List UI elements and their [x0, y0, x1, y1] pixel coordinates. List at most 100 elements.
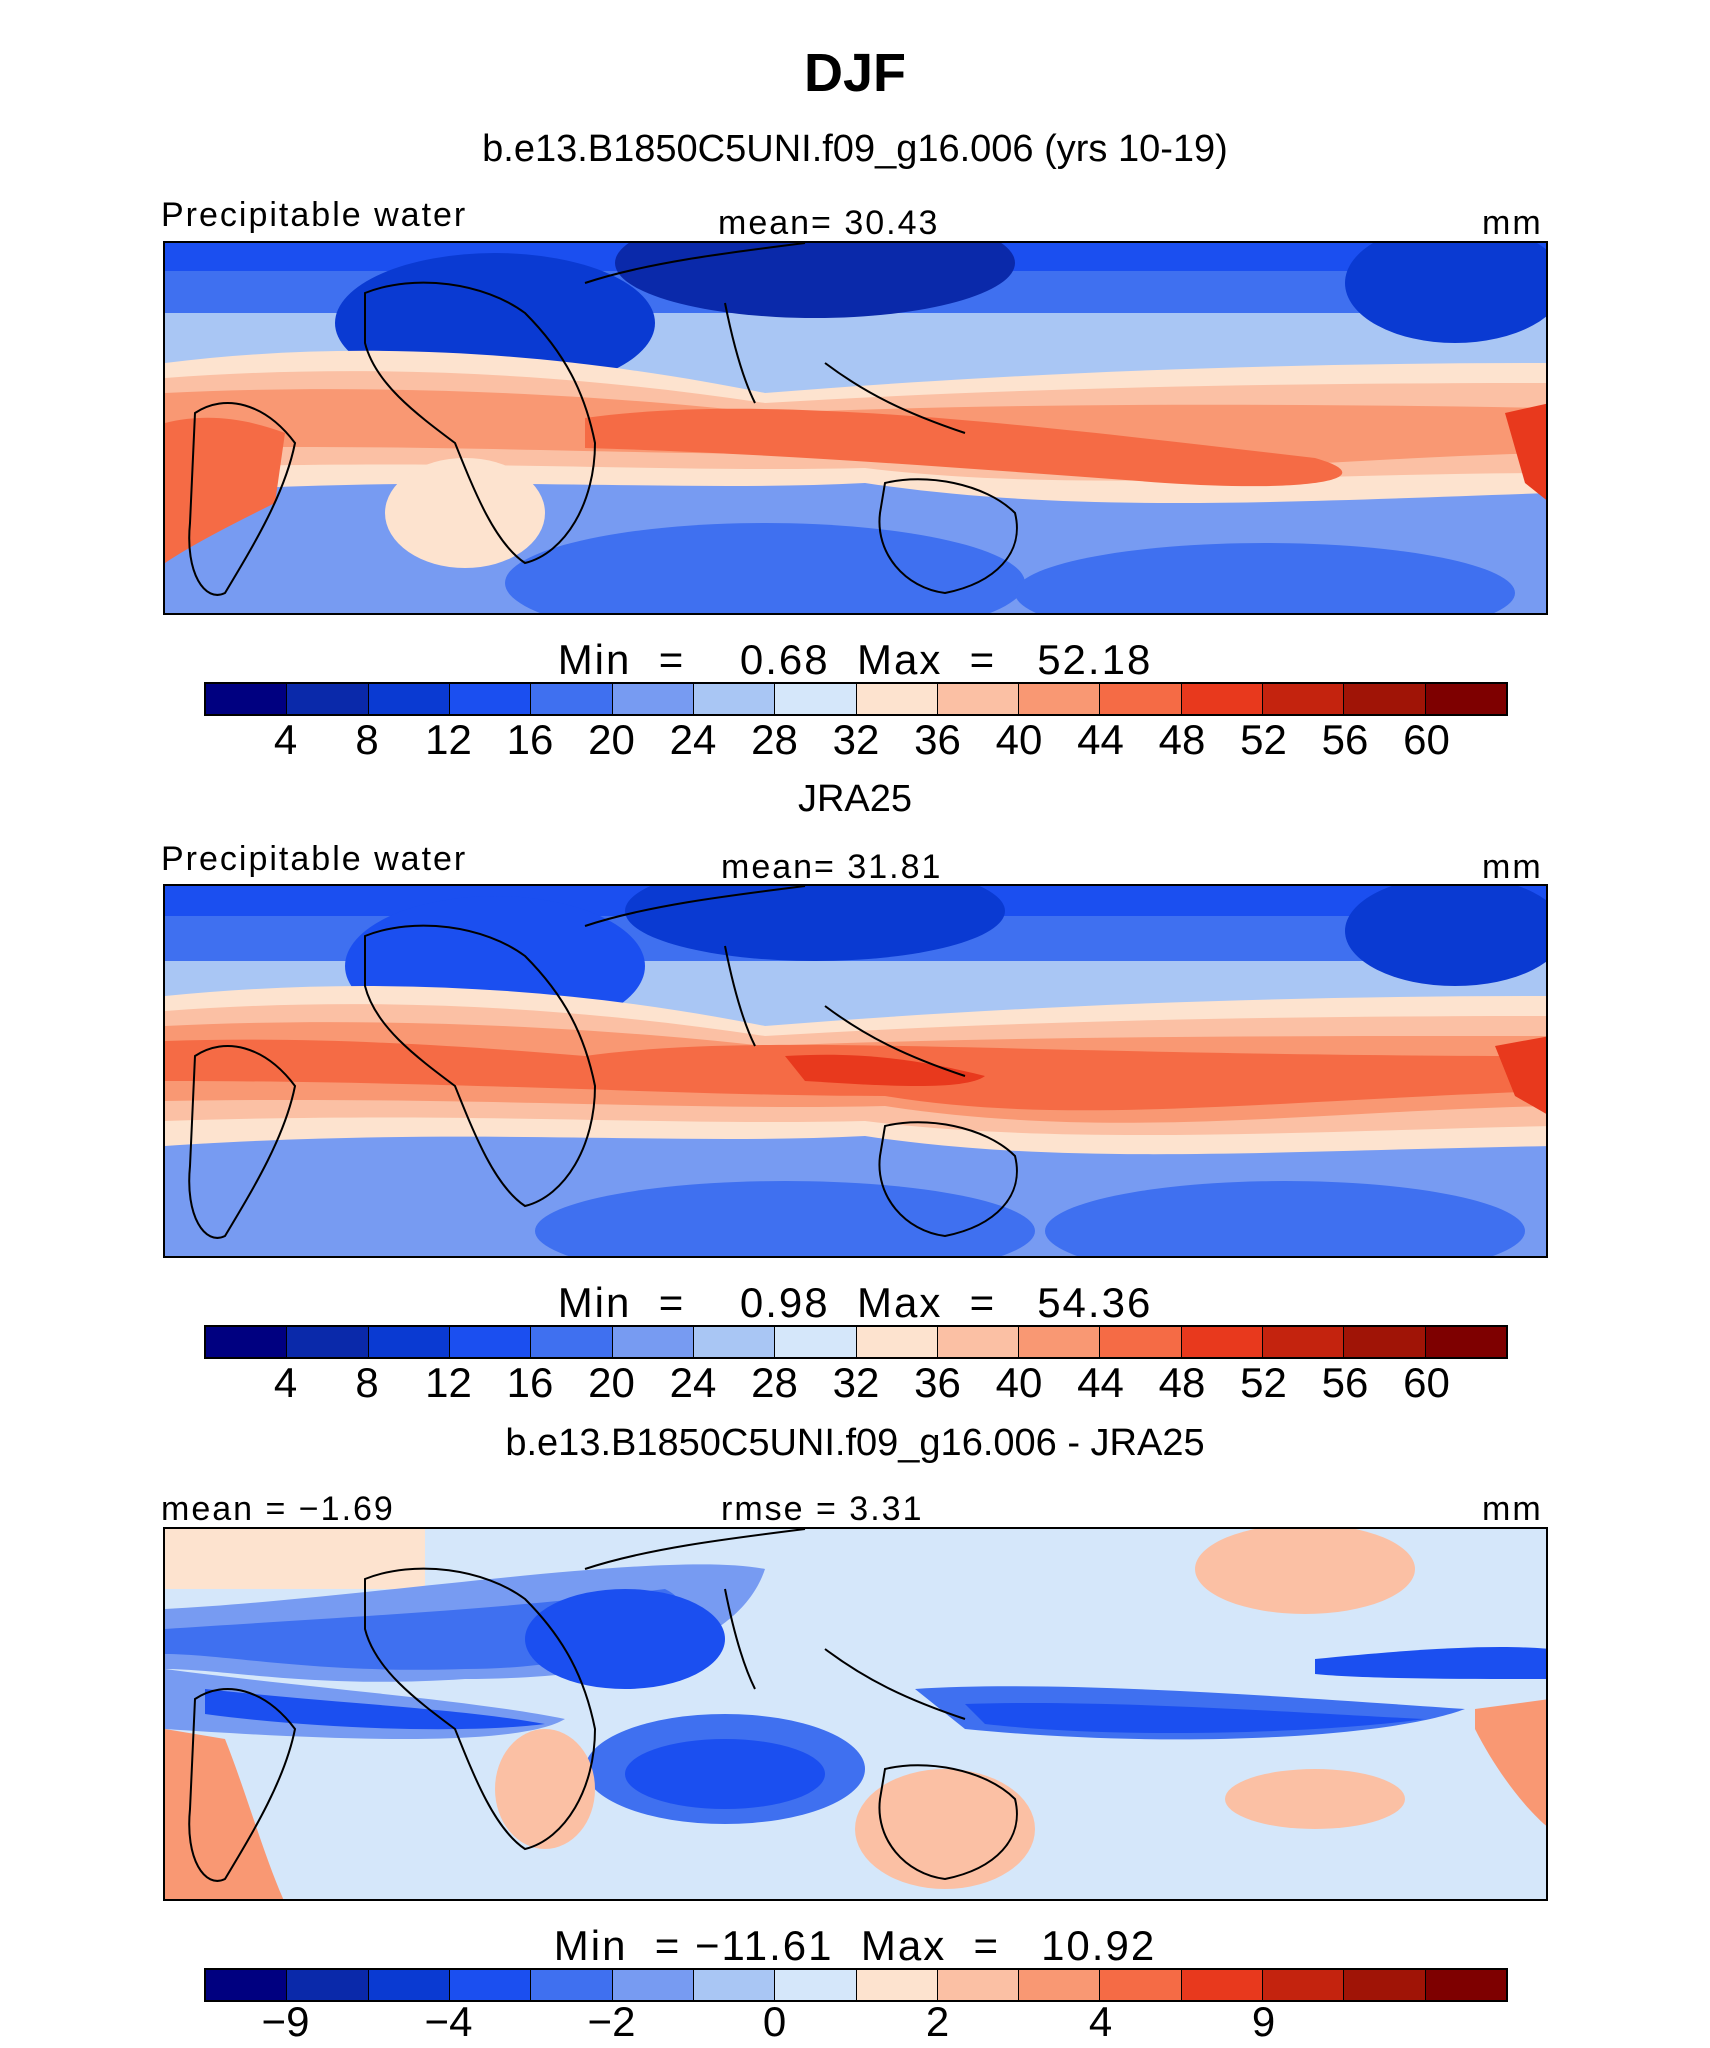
colorbar-tick-label: 4 [273, 1359, 298, 1406]
colorbar-tick-label: 28 [751, 1359, 798, 1406]
colorbar-swatch [1263, 684, 1345, 714]
panel-3-unit-label: mm [1482, 1490, 1543, 1528]
colorbar-swatch [612, 684, 694, 714]
colorbar-swatch [368, 684, 450, 714]
colorbar-tick-label: 32 [832, 1359, 880, 1406]
colorbar-tick-label: 8 [355, 1359, 379, 1406]
colorbar-swatch [449, 1970, 532, 2000]
colorbar-tick-label: 24 [669, 1359, 717, 1406]
colorbar-tick-label: 44 [1077, 1359, 1124, 1406]
colorbar-tick-label: 4 [273, 716, 298, 763]
colorbar-swatch [937, 684, 1020, 714]
panel-1-variable-label: Precipitable water [161, 196, 468, 234]
colorbar-tick-label: 48 [1158, 1359, 1206, 1406]
colorbar-tick-label: 52 [1240, 716, 1287, 763]
colorbar-swatch [1344, 1970, 1426, 2000]
colorbar-tick-label: 8 [355, 716, 379, 763]
colorbar-tick-label: 24 [669, 716, 717, 763]
colorbar-swatch [693, 1327, 776, 1357]
colorbar-tick-label: 20 [588, 1359, 635, 1406]
panel-2-title: JRA25 [797, 778, 913, 820]
colorbar-swatch [449, 1327, 532, 1357]
colorbar-swatch [775, 1970, 857, 2000]
colorbar-tick-label: 56 [1321, 716, 1369, 763]
panel-3-title: b.e13.B1850C5UNI.f09_g16.006 - JRA25 [505, 1422, 1205, 1464]
colorbar-tick-label: 0 [762, 1998, 787, 2045]
colorbar-swatch [531, 684, 613, 714]
panel-1-minmax: Min = 0.68 Max = 52.18 [557, 636, 1153, 683]
colorbar-swatch [287, 1970, 369, 2000]
colorbar-swatch [937, 1327, 1020, 1357]
colorbar-swatch [856, 1970, 938, 2000]
panel-1-mean-label: mean= 30.43 [718, 204, 940, 242]
colorbar-swatch [937, 1970, 1020, 2000]
colorbar-tick-label: 60 [1403, 1359, 1450, 1406]
panel-2-colorbar-ticks: 4 8 12 16 20 24 28 32 36 40 44 48 52 56 60 [204, 1359, 1508, 1409]
colorbar-swatch [856, 1327, 938, 1357]
colorbar-swatch [612, 1970, 694, 2000]
colorbar-swatch [531, 1970, 613, 2000]
colorbar-swatch [531, 1327, 613, 1357]
colorbar-swatch [1344, 1327, 1426, 1357]
panel-1-contour-field [165, 243, 1546, 613]
colorbar-swatch [1019, 1327, 1101, 1357]
colorbar-swatch [1019, 684, 1101, 714]
colorbar-tick-label: 4 [1088, 1998, 1113, 2045]
colorbar-swatch [1181, 684, 1264, 714]
colorbar-tick-label: 52 [1240, 1359, 1287, 1406]
panel-2-mean-label: mean= 31.81 [721, 848, 943, 886]
colorbar-tick-label: 40 [995, 716, 1043, 763]
colorbar-swatch [1181, 1327, 1264, 1357]
colorbar-swatch [775, 1327, 857, 1357]
panel-3-mean-label: mean = −1.69 [161, 1490, 395, 1528]
panel-1-colorbar-ticks: 4 8 12 16 20 24 28 32 36 40 44 48 52 56 60 [204, 716, 1508, 766]
panel-3-minmax: Min = −11.61 Max = 10.92 [553, 1922, 1157, 1969]
colorbar-swatch [612, 1327, 694, 1357]
colorbar-tick-label: 12 [425, 1359, 472, 1406]
colorbar-swatch [206, 1970, 288, 2000]
colorbar-swatch [206, 684, 288, 714]
panel-1-title: b.e13.B1850C5UNI.f09_g16.006 (yrs 10-19) [482, 128, 1228, 170]
colorbar-tick-label: −4 [424, 1998, 473, 2045]
panel-3-contour-field [165, 1529, 1546, 1899]
colorbar-tick-label: 20 [588, 716, 635, 763]
colorbar-swatch [1344, 684, 1426, 714]
colorbar-swatch [856, 684, 938, 714]
colorbar-tick-label: 44 [1077, 716, 1124, 763]
colorbar-swatch [1425, 684, 1506, 714]
colorbar-swatch [206, 1327, 288, 1357]
panel-1-unit-label: mm [1482, 204, 1543, 242]
colorbar-swatch [1425, 1327, 1506, 1357]
panel-2-unit-label: mm [1482, 848, 1543, 886]
colorbar-swatch [287, 1327, 369, 1357]
panel-2-variable-label: Precipitable water [161, 840, 468, 878]
colorbar-tick-label: 12 [425, 716, 472, 763]
colorbar-tick-label: 28 [751, 716, 798, 763]
panel-2-colorbar [204, 1325, 1508, 1359]
colorbar-tick-label: 2 [925, 1998, 950, 2045]
colorbar-swatch [1100, 1970, 1182, 2000]
panel-2-contour-field [165, 886, 1546, 1256]
colorbar-swatch [1100, 684, 1182, 714]
colorbar-swatch [287, 684, 369, 714]
panel-3-colorbar [204, 1968, 1508, 2002]
colorbar-tick-label: 16 [506, 716, 554, 763]
colorbar-swatch [449, 684, 532, 714]
colorbar-tick-label: −9 [261, 1998, 310, 2045]
colorbar-swatch [1263, 1970, 1345, 2000]
panel-3-rmse-label: rmse = 3.31 [721, 1490, 924, 1528]
colorbar-tick-label: 48 [1158, 716, 1206, 763]
colorbar-swatch [775, 684, 857, 714]
colorbar-tick-label: 32 [832, 716, 880, 763]
colorbar-swatch [1019, 1970, 1101, 2000]
panel-1-colorbar [204, 682, 1508, 716]
colorbar-swatch [1425, 1970, 1506, 2000]
colorbar-tick-label: 9 [1251, 1998, 1276, 2045]
colorbar-swatch [368, 1970, 450, 2000]
colorbar-swatch [693, 1970, 776, 2000]
panel-2-map [163, 884, 1548, 1258]
colorbar-tick-label: 56 [1321, 1359, 1369, 1406]
colorbar-swatch [1100, 1327, 1182, 1357]
panel-3-map [163, 1527, 1548, 1901]
colorbar-swatch [1263, 1327, 1345, 1357]
